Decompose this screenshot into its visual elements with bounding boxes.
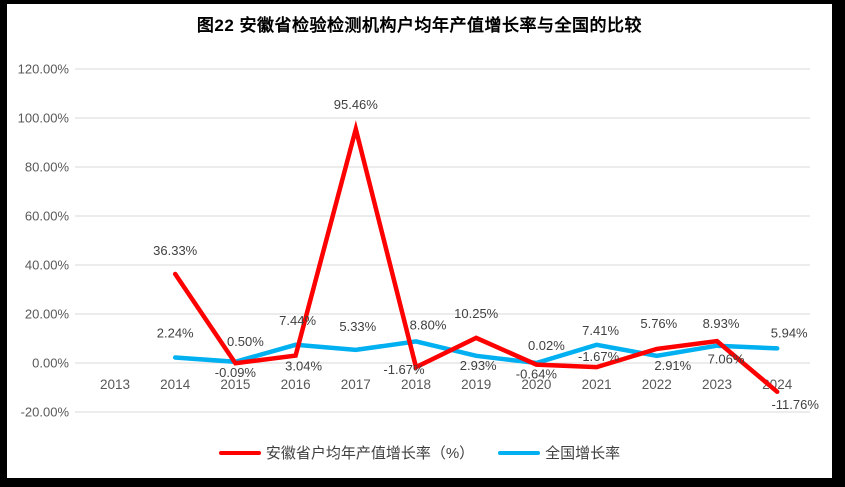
data-label: -11.76% (771, 397, 819, 412)
chart-title: 图22 安徽省检验检测机构户均年产值增长率与全国的比较 (196, 16, 643, 35)
data-label: 7.41% (582, 323, 619, 338)
y-tick-label: 100.00% (18, 111, 70, 126)
data-label: 95.46% (334, 97, 379, 112)
y-tick-label: 20.00% (25, 307, 70, 322)
x-tick-label: 2020 (521, 377, 551, 392)
data-label: 8.93% (703, 316, 740, 331)
y-tick-label: 120.00% (18, 62, 70, 77)
y-tick-label: 0.00% (32, 356, 69, 371)
x-tick-label: 2016 (281, 377, 311, 392)
data-label: 2.91% (654, 358, 691, 373)
data-label: 5.94% (771, 325, 808, 340)
data-label: 8.80% (410, 317, 447, 332)
x-tick-label: 2017 (341, 377, 371, 392)
line-chart-plot: 120.00% 100.00% 80.00% 60.00% 40.00% 20.00% 0.… (18, 62, 820, 420)
data-label: 10.25% (454, 306, 499, 321)
y-tick-label: 80.00% (25, 160, 70, 175)
data-label: 7.06% (708, 352, 745, 367)
chart-legend: 安徽省户均年产值增长率（%） 全国增长率 (7, 442, 832, 463)
legend-label-anhui: 安徽省户均年产值增长率（%） (265, 445, 475, 462)
data-label: 7.44% (279, 313, 316, 328)
legend-label-national: 全国增长率 (545, 445, 621, 462)
data-label: 5.76% (640, 316, 677, 331)
data-label: 0.02% (528, 338, 565, 353)
data-label: 3.04% (285, 359, 322, 374)
data-label: -1.67% (383, 362, 425, 377)
data-label: 5.33% (339, 319, 376, 334)
data-label: -1.67% (578, 349, 620, 364)
x-tick-label: 2022 (642, 377, 672, 392)
series-line (172, 339, 780, 366)
y-tick-label: 40.00% (25, 258, 70, 273)
x-tick-label: 2019 (461, 377, 491, 392)
data-label: 2.93% (460, 358, 497, 373)
x-tick-label: 2021 (582, 377, 612, 392)
legend-item-national: 全国增长率 (498, 442, 620, 463)
data-label: 36.33% (153, 243, 198, 258)
data-label: 2.24% (157, 326, 194, 341)
series-line (172, 120, 780, 395)
data-label: 0.50% (227, 334, 264, 349)
x-tick-label: 2015 (220, 377, 250, 392)
y-tick-label: 60.00% (25, 209, 70, 224)
y-tick-label: -20.00% (21, 405, 70, 420)
legend-line-icon-blue (498, 450, 541, 455)
x-tick-label: 2013 (100, 377, 130, 392)
x-tick-label: 2023 (702, 377, 732, 392)
data-label: -0.64% (516, 367, 558, 382)
chart-area: 图22 安徽省检验检测机构户均年产值增长率与全国的比较 120.00% 100.0… (7, 4, 832, 478)
data-label: -0.09% (215, 365, 257, 380)
x-tick-label: 2014 (160, 377, 191, 392)
x-tick-label: 2018 (401, 377, 431, 392)
legend-item-anhui: 安徽省户均年产值增长率（%） (218, 442, 475, 463)
legend-line-icon-red (218, 450, 261, 455)
